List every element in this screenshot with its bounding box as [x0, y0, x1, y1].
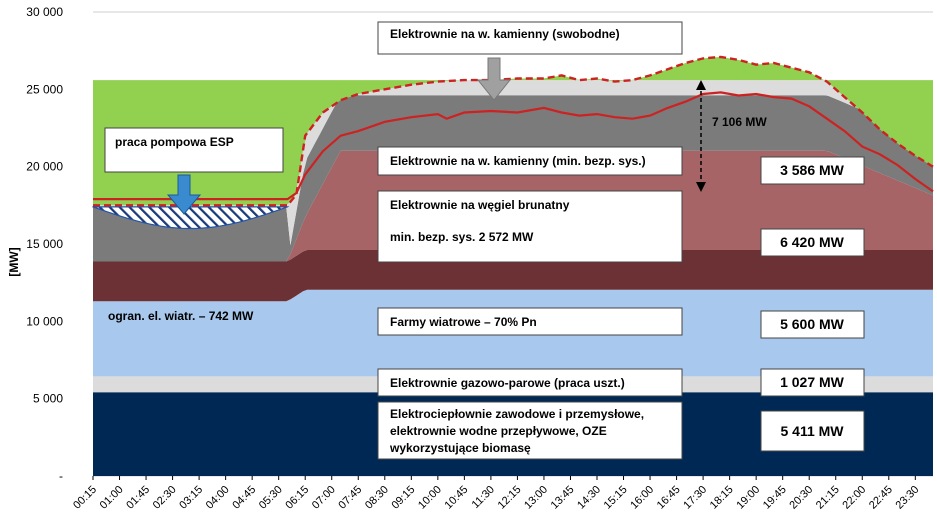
x-tick-label: 18:15 [708, 484, 736, 512]
pump-arrow-icon [166, 174, 202, 215]
y-tick-label: 5 000 [33, 392, 63, 406]
y-tick-label: 10 000 [26, 314, 63, 328]
x-axis-ticks: 00:1501:0001:4502:3003:1504:0004:4505:30… [71, 476, 921, 512]
line-supply-limit [93, 55, 934, 207]
chp-label-line2: elektrownie wodne przepływowe, OZE [390, 424, 607, 438]
value-box-lignite: 6 420 MW [760, 228, 865, 257]
chp-label-line1: Elektrociepłownie zawodowe i przemysłowe… [390, 407, 644, 421]
x-tick-label: 01:45 [124, 484, 152, 512]
x-tick-label: 09:15 [389, 484, 417, 512]
x-tick-label: 21:15 [814, 484, 842, 512]
wind-label: Farmy wiatrowe – 70% Pn [390, 315, 537, 329]
gap-arrow-head-top [696, 80, 706, 90]
x-tick-label: 05:30 [257, 484, 285, 512]
y-tick-label: 20 000 [26, 160, 63, 174]
series-lines [93, 55, 934, 207]
value-box-hardcoal-min: 3 586 MW [760, 156, 865, 185]
x-tick-label: 02:30 [151, 484, 179, 512]
y-tick-label: 25 000 [26, 82, 63, 96]
x-tick-label: 20:30 [787, 484, 815, 512]
annotation-gas: Elektrownie gazowo-parowe (praca uszt.) [377, 368, 683, 397]
wind-limit-label: ogran. el. wiatr. – 742 MW [108, 309, 254, 323]
down-arrow-icon [476, 57, 512, 101]
y-tick-label: - [59, 469, 63, 483]
x-tick-label: 12:15 [496, 484, 524, 512]
chp-label-line3: wykorzystujące biomasę [389, 441, 531, 455]
x-tick-label: 23:30 [893, 484, 921, 512]
gap-annotation: 7 106 MW [696, 80, 767, 192]
lignite-min-label: min. bezp. sys. 2 572 MW [390, 230, 534, 244]
x-tick-label: 17:30 [681, 484, 709, 512]
value-lignite: 6 420 MW [780, 234, 845, 250]
annotation-hardcoal-free: Elektrownie na w. kamienny (swobodne) [377, 21, 683, 55]
line-demand [93, 91, 934, 201]
value-box-gas: 1 027 MW [760, 368, 865, 397]
pump-label: praca pompowa ESP [115, 135, 234, 149]
area-surplus [93, 57, 933, 206]
value-box-chp: 5 411 MW [760, 410, 865, 452]
y-axis-label: [MW] [7, 247, 21, 276]
gap-label: 7 106 MW [712, 115, 767, 129]
y-tick-label: 15 000 [26, 237, 63, 251]
lignite-title-label: Elektrownie na węgiel brunatny [390, 198, 570, 212]
y-tick-label: 30 000 [26, 5, 63, 19]
x-tick-label: 03:15 [177, 484, 205, 512]
area-hardcoal-min [93, 95, 933, 262]
gap-arrow-head-bottom [696, 182, 706, 192]
x-tick-label: 22:00 [840, 484, 868, 512]
value-wind: 5 600 MW [780, 316, 845, 332]
y-axis-ticks: - 5 000 10 000 15 000 20 000 25 000 30 000 [26, 5, 63, 483]
x-tick-label: 10:00 [416, 484, 444, 512]
x-tick-label: 10:45 [443, 484, 471, 512]
x-tick-label: 01:00 [98, 484, 126, 512]
x-tick-label: 19:45 [761, 484, 789, 512]
value-chp: 5 411 MW [780, 423, 844, 439]
x-tick-label: 16:45 [655, 484, 683, 512]
value-gas: 1 027 MW [780, 374, 845, 390]
x-tick-label: 04:00 [204, 484, 232, 512]
x-tick-label: 13:45 [549, 484, 577, 512]
annotation-chp: Elektrociepłownie zawodowe i przemysłowe… [377, 401, 683, 460]
annotation-lignite: Elektrownie na węgiel brunatny min. bezp… [377, 190, 683, 263]
x-tick-label: 13:00 [522, 484, 550, 512]
x-tick-label: 11:30 [470, 484, 497, 511]
hardcoal-free-label: Elektrownie na w. kamienny (swobodne) [390, 27, 620, 41]
x-tick-label: 14:30 [575, 484, 603, 512]
x-tick-label: 04:45 [230, 484, 258, 512]
x-tick-label: 08:30 [363, 484, 391, 512]
value-hardcoal-min: 3 586 MW [780, 162, 845, 178]
gas-label: Elektrownie gazowo-parowe (praca uszt.) [390, 376, 625, 390]
area-lignite-min [93, 250, 933, 302]
x-tick-label: 19:00 [734, 484, 762, 512]
x-tick-label: 07:00 [310, 484, 338, 512]
x-tick-label: 16:00 [628, 484, 656, 512]
x-tick-label: 00:15 [71, 484, 99, 512]
value-box-wind: 5 600 MW [760, 310, 865, 339]
hardcoal-min-label: Elektrownie na w. kamienny (min. bezp. s… [390, 154, 646, 168]
x-tick-label: 06:15 [283, 484, 311, 512]
x-tick-label: 07:45 [336, 484, 364, 512]
area-pump-storage [92, 206, 290, 230]
x-tick-label: 15:15 [602, 484, 630, 512]
annotation-wind: Farmy wiatrowe – 70% Pn [377, 307, 683, 336]
annotation-pump: praca pompowa ESP [104, 127, 284, 173]
x-tick-label: 22:45 [867, 484, 895, 512]
annotation-hardcoal-min: Elektrownie na w. kamienny (min. bezp. s… [377, 146, 683, 176]
